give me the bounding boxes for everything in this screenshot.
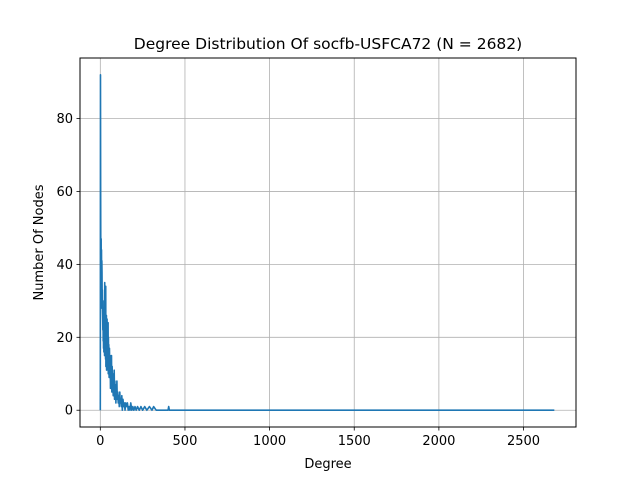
x-tick-label: 1500 bbox=[338, 434, 371, 449]
x-tick-label: 500 bbox=[173, 434, 198, 449]
y-tick-label: 40 bbox=[56, 258, 73, 273]
y-tick-label: 20 bbox=[56, 331, 73, 346]
x-tick-label: 0 bbox=[96, 434, 104, 449]
x-axis-label: Degree bbox=[304, 457, 351, 472]
y-axis: 0 20 40 60 80 bbox=[56, 112, 80, 419]
plot-frame bbox=[79, 57, 577, 428]
series-line bbox=[99, 73, 555, 412]
x-tick-label: 1000 bbox=[253, 434, 286, 449]
x-tick-label: 2000 bbox=[422, 434, 455, 449]
chart-title: Degree Distribution Of socfb-USFCA72 (N … bbox=[134, 35, 522, 53]
y-tick-label: 60 bbox=[56, 185, 73, 200]
y-tick-label: 0 bbox=[65, 404, 73, 419]
series-layer bbox=[99, 73, 555, 412]
y-tick-label: 80 bbox=[56, 112, 73, 127]
x-tick-label: 2500 bbox=[507, 434, 540, 449]
y-axis-label: Number Of Nodes bbox=[32, 184, 47, 300]
x-axis: 0 500 1000 1500 2000 2500 bbox=[96, 427, 540, 449]
